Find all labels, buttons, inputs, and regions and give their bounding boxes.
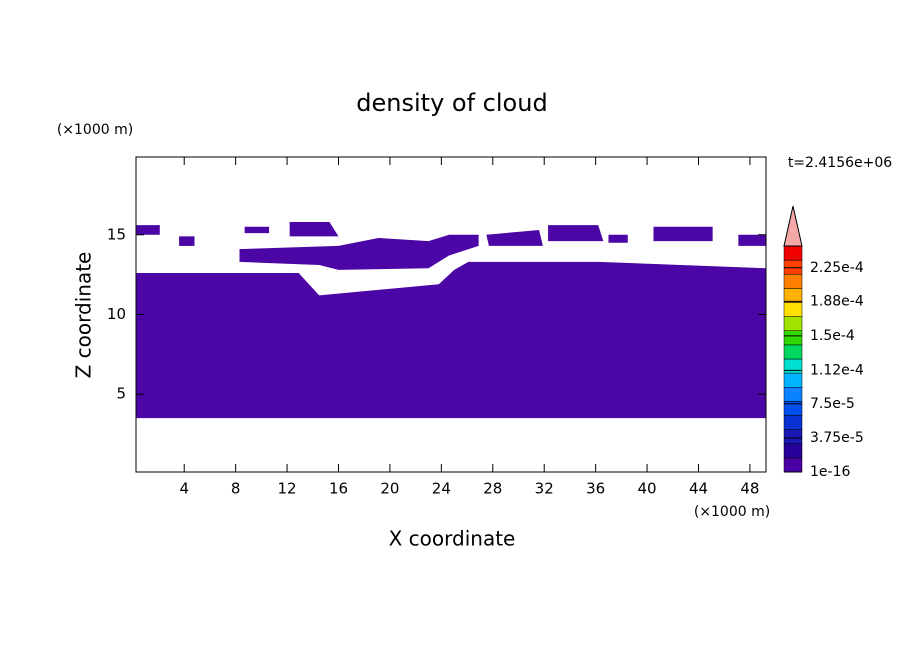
x-tick-label: 16 <box>329 480 348 498</box>
colorbar-band <box>783 372 803 388</box>
x-tick-label: 4 <box>179 480 189 498</box>
colorbar-tick-label: 1.88e-4 <box>810 293 864 309</box>
x-tick-label: 48 <box>740 480 759 498</box>
colorbar-band <box>783 415 803 430</box>
cloud-region <box>244 226 270 234</box>
cloud-region <box>136 261 766 419</box>
x-tick-label: 40 <box>638 480 657 498</box>
colorbar-band <box>783 443 803 459</box>
colorbar-band <box>783 316 803 331</box>
y-tick-label: 5 <box>116 385 126 403</box>
colorbar-band <box>783 245 803 261</box>
x-tick-label: 20 <box>380 480 399 498</box>
cloud-region <box>486 229 543 246</box>
colorbar-tick-label: 1e-16 <box>810 464 850 480</box>
y-tick-label: 10 <box>107 305 126 323</box>
time-label: t=2.4156e+06 <box>788 155 892 171</box>
cloud-region <box>289 221 339 237</box>
colorbar-band <box>783 259 803 275</box>
cloud-region <box>136 225 160 235</box>
colorbar-tick-label: 1.5e-4 <box>810 328 855 344</box>
x-tick-label: 8 <box>231 480 241 498</box>
y-unit: (×1000 m) <box>57 122 133 138</box>
colorbar-band <box>783 344 803 360</box>
y-tick-label: 15 <box>107 225 126 243</box>
x-tick-label: 28 <box>483 480 502 498</box>
colorbar-tick-label: 2.25e-4 <box>810 260 864 276</box>
cloud-region <box>548 225 604 242</box>
colorbar-band <box>783 358 803 374</box>
x-tick-label: 44 <box>689 480 708 498</box>
chart-title: density of cloud <box>356 89 547 117</box>
colorbar-band <box>783 302 803 317</box>
x-axis-label: X coordinate <box>389 527 516 551</box>
colorbar-band <box>783 457 803 473</box>
cloud-region <box>239 234 479 270</box>
colorbar-band <box>783 330 803 346</box>
contour-regions <box>136 221 766 419</box>
cloud-region <box>179 236 195 246</box>
colorbar-tick-label: 1.12e-4 <box>810 362 864 378</box>
cloud-region <box>738 234 766 246</box>
colorbar-band <box>783 288 803 303</box>
x-tick-label: 32 <box>535 480 554 498</box>
y-axis-label: Z coordinate <box>72 252 96 379</box>
x-unit: (×1000 m) <box>694 504 770 520</box>
colorbar-tick-label: 7.5e-5 <box>810 396 855 412</box>
colorbar-band <box>783 274 803 289</box>
colorbar-band <box>783 429 803 444</box>
cloud-region <box>608 234 628 243</box>
cloud-region <box>653 226 713 242</box>
x-tick-label: 36 <box>586 480 605 498</box>
colorbar-tick-label: 3.75e-5 <box>810 430 864 446</box>
colorbar-band <box>783 387 803 402</box>
x-tick-label: 24 <box>432 480 451 498</box>
x-tick-label: 12 <box>278 480 297 498</box>
colorbar-extension <box>783 205 803 247</box>
